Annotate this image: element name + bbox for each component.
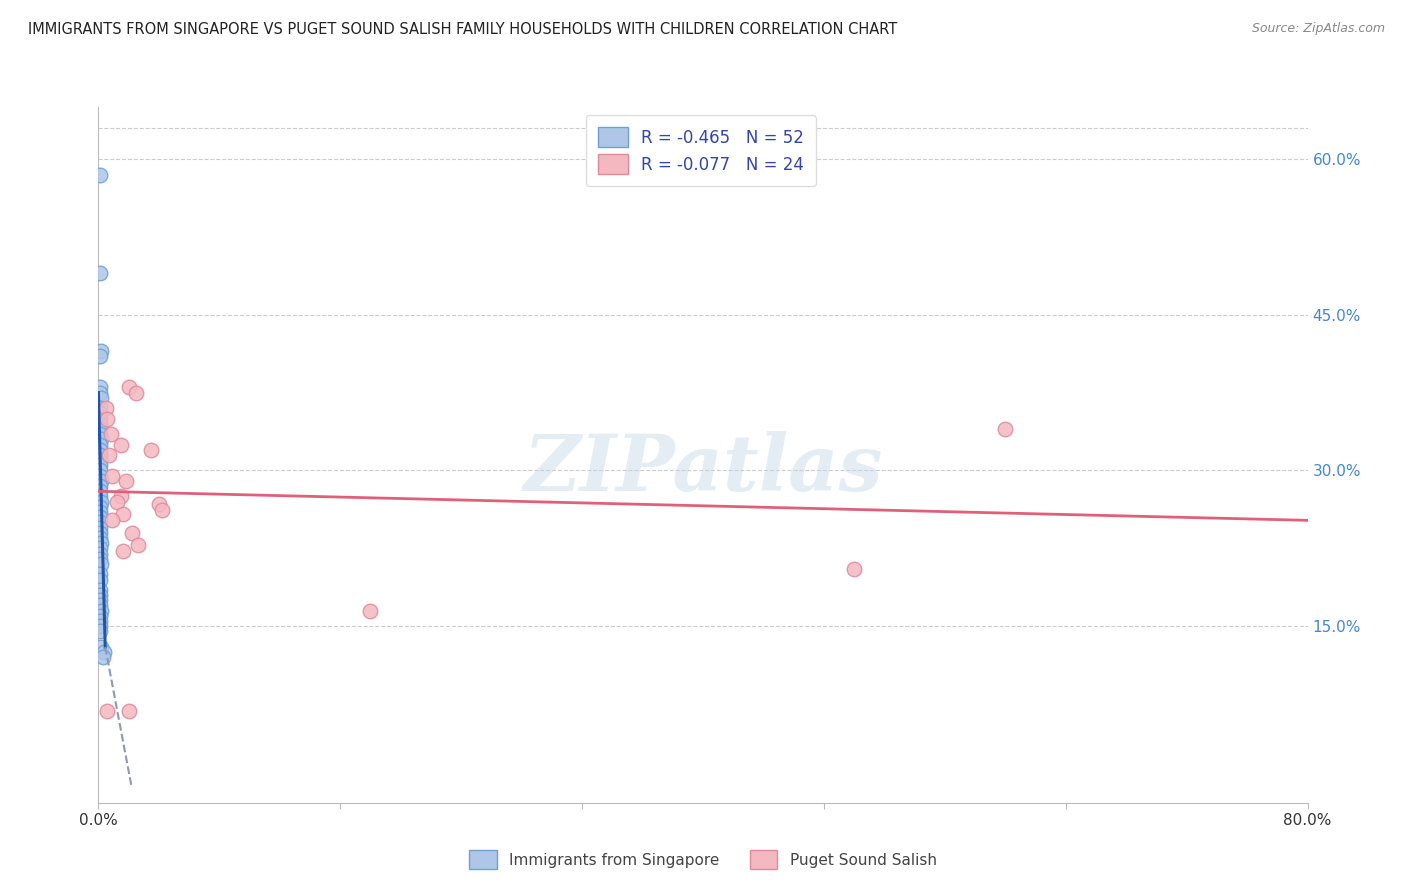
Point: [89, 463, 111, 477]
Point: [360, 604, 382, 618]
Point: [89, 505, 111, 519]
Point: [127, 538, 149, 552]
Point: [89, 349, 111, 363]
Point: [118, 380, 141, 394]
Point: [89, 516, 111, 530]
Point: [89, 541, 111, 556]
Point: [94, 401, 117, 416]
Text: IMMIGRANTS FROM SINGAPORE VS PUGET SOUND SALISH FAMILY HOUSEHOLDS WITH CHILDREN : IMMIGRANTS FROM SINGAPORE VS PUGET SOUND…: [28, 22, 897, 37]
Point: [110, 490, 132, 504]
Point: [111, 507, 134, 521]
Point: [844, 562, 866, 576]
Point: [89, 567, 111, 582]
Point: [98, 448, 121, 462]
Point: [100, 427, 122, 442]
Point: [111, 544, 134, 558]
Point: [101, 513, 124, 527]
Point: [96, 411, 118, 425]
Point: [89, 500, 111, 514]
Point: [91, 650, 114, 665]
Point: [89, 385, 111, 400]
Point: [90, 604, 112, 618]
Point: [89, 608, 111, 623]
Point: [90, 494, 112, 508]
Point: [90, 536, 112, 550]
Point: [118, 705, 141, 719]
Point: [89, 406, 111, 420]
Point: [89, 588, 111, 602]
Point: [89, 437, 111, 451]
Point: [114, 474, 136, 488]
Point: [89, 614, 111, 628]
Point: [89, 547, 111, 561]
Point: [110, 437, 132, 451]
Point: [89, 490, 111, 504]
Point: [89, 448, 111, 462]
Point: [89, 380, 111, 394]
Point: [89, 453, 111, 467]
Point: [121, 525, 143, 540]
Point: [93, 645, 115, 659]
Point: [105, 494, 128, 508]
Point: [89, 479, 111, 493]
Point: [101, 468, 124, 483]
Point: [89, 624, 111, 639]
Point: [90, 640, 112, 654]
Point: [90, 474, 112, 488]
Point: [90, 433, 112, 447]
Point: [994, 422, 1017, 436]
Point: [89, 442, 111, 457]
Text: ZIPatlas: ZIPatlas: [523, 431, 883, 507]
Point: [90, 557, 112, 571]
Point: [89, 531, 111, 545]
Point: [89, 458, 111, 473]
Legend: Immigrants from Singapore, Puget Sound Salish: Immigrants from Singapore, Puget Sound S…: [463, 845, 943, 875]
Text: Source: ZipAtlas.com: Source: ZipAtlas.com: [1251, 22, 1385, 36]
Point: [150, 503, 173, 517]
Point: [89, 168, 111, 182]
Point: [89, 593, 111, 607]
Point: [89, 427, 111, 442]
Point: [89, 520, 111, 534]
Point: [148, 497, 170, 511]
Point: [89, 411, 111, 425]
Point: [89, 525, 111, 540]
Point: [89, 417, 111, 431]
Point: [89, 582, 111, 597]
Point: [89, 401, 111, 416]
Point: [89, 510, 111, 524]
Point: [89, 551, 111, 566]
Point: [141, 442, 163, 457]
Point: [125, 385, 148, 400]
Point: [89, 266, 111, 280]
Point: [89, 484, 111, 499]
Point: [89, 599, 111, 613]
Point: [89, 573, 111, 587]
Point: [90, 344, 112, 359]
Point: [96, 705, 118, 719]
Point: [89, 468, 111, 483]
Point: [89, 619, 111, 633]
Point: [90, 391, 112, 405]
Point: [89, 422, 111, 436]
